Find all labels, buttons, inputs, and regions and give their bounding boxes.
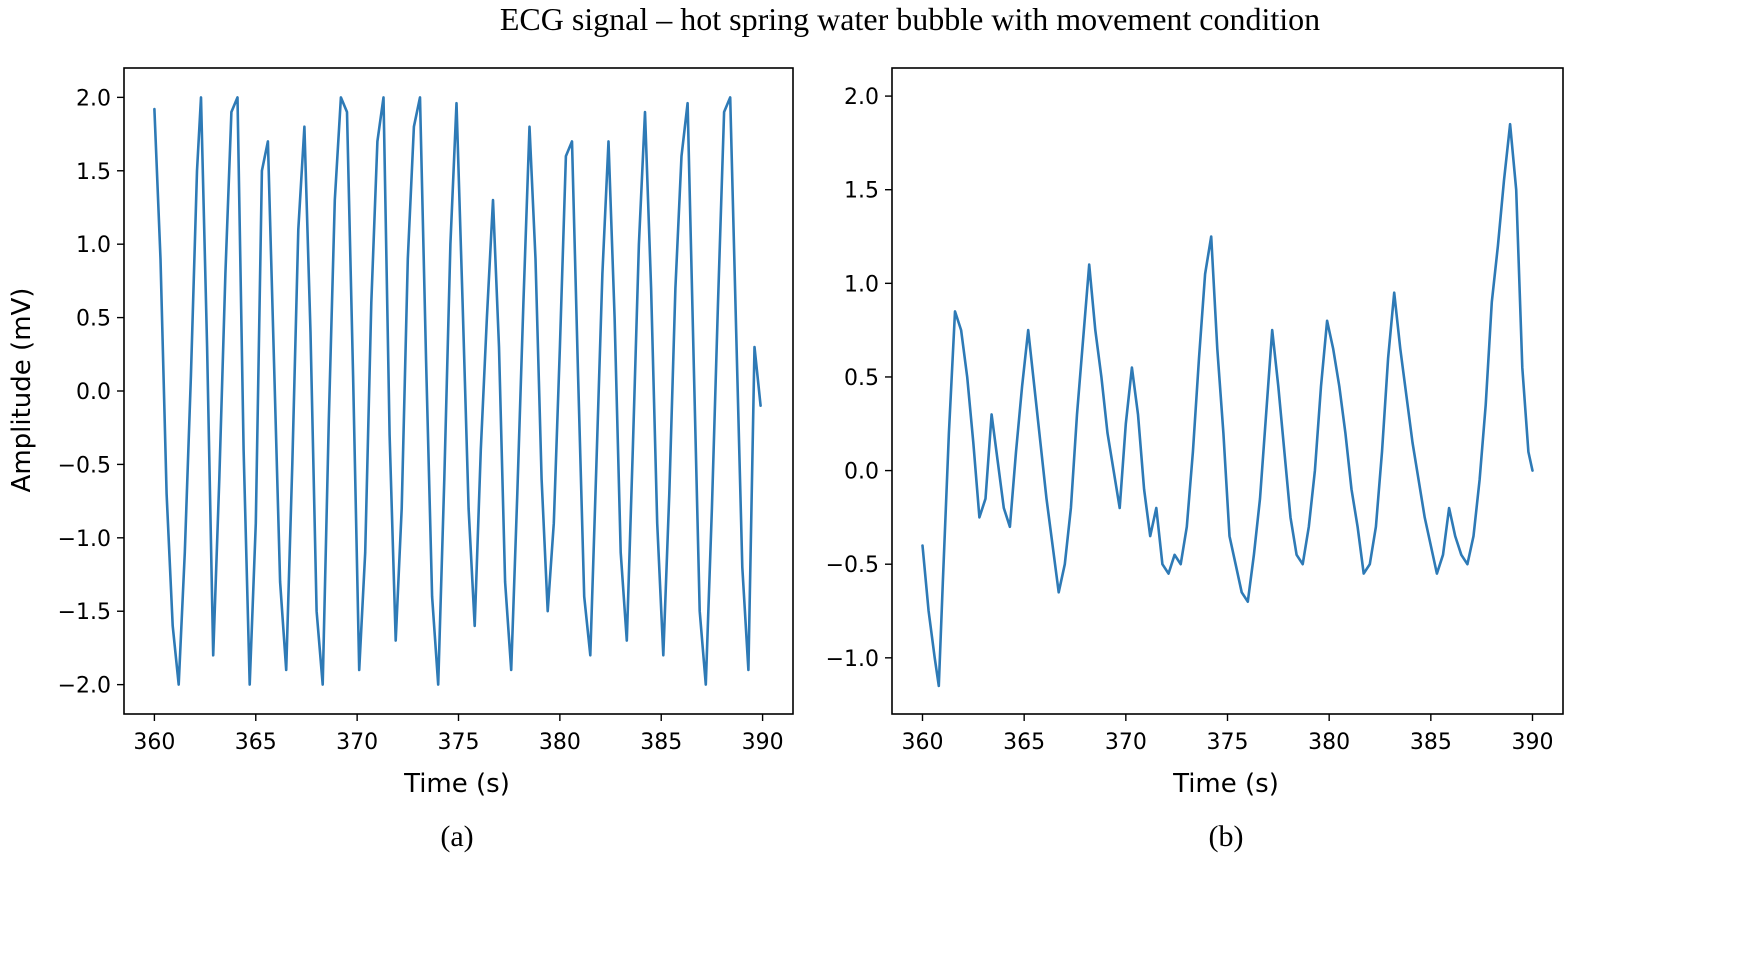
panel-b-xtick-label: 370 xyxy=(1105,730,1147,755)
panel-a-ytick-label: 0.5 xyxy=(76,307,111,332)
panel-a-xtick-label: 390 xyxy=(742,730,784,755)
panel-a-ytick-label: 1.0 xyxy=(76,233,111,258)
panel-b-xtick-label: 390 xyxy=(1512,730,1554,755)
panel-a-xlabel: Time (s) xyxy=(403,769,510,799)
panel-b-xlabel: Time (s) xyxy=(1172,769,1279,799)
panel-a-xtick-label: 365 xyxy=(235,730,277,755)
panel-b-series-line-0 xyxy=(921,122,1534,688)
panel-b-ytick-label: −1.0 xyxy=(826,647,879,672)
panel-b-caption: (b) xyxy=(1209,820,1244,853)
panel-a-ytick-label: −0.5 xyxy=(58,453,111,478)
panel-a-ylabel: Amplitude (mV) xyxy=(7,288,37,493)
panel-b-ytick-label: 0.5 xyxy=(844,366,879,391)
panel-b-xtick-label: 385 xyxy=(1410,730,1452,755)
panel-a-ytick-label: 2.0 xyxy=(76,86,111,111)
panel-a-ytick-label: 1.5 xyxy=(76,160,111,185)
panel-a-xtick-label: 370 xyxy=(336,730,378,755)
panel-a-ytick-label: −2.0 xyxy=(58,674,111,699)
panel-a-xtick-label: 385 xyxy=(640,730,682,755)
panel-b-xtick-label: 375 xyxy=(1207,730,1249,755)
panel-b-xtick-label: 380 xyxy=(1308,730,1350,755)
panel-a-caption: (a) xyxy=(440,820,473,853)
panel-b-ytick-label: 2.0 xyxy=(844,85,879,110)
panel-a-xtick-label: 360 xyxy=(133,730,175,755)
panel-a-ytick-label: −1.0 xyxy=(58,527,111,552)
panel-a-xtick-label: 375 xyxy=(438,730,480,755)
panel-b-xtick-label: 360 xyxy=(902,730,944,755)
panel-b-ytick-label: 1.5 xyxy=(844,179,879,204)
panel-b-xtick-label: 365 xyxy=(1003,730,1045,755)
panel-b: Time (s) (b) 360 365 370 375 380 385 390 −1.0 −0… xyxy=(826,67,1564,853)
panel-a-ytick-label: −1.5 xyxy=(58,600,111,625)
panel-b-ytick-label: 0.0 xyxy=(844,460,879,485)
panel-a-series-line-0 xyxy=(153,96,762,686)
panel-b-ytick-label: −0.5 xyxy=(826,553,879,578)
panel-a-ytick-label: 0.0 xyxy=(76,380,111,405)
panel-a: Amplitude (mV) Time (s) (a) 360 365 370 375… xyxy=(7,67,794,853)
figure-title: ECG signal – hot spring water bubble wit… xyxy=(500,1,1320,37)
panel-b-axes-frame xyxy=(891,67,1564,715)
panel-a-xtick-label: 380 xyxy=(539,730,581,755)
panel-b-ytick-label: 1.0 xyxy=(844,272,879,297)
